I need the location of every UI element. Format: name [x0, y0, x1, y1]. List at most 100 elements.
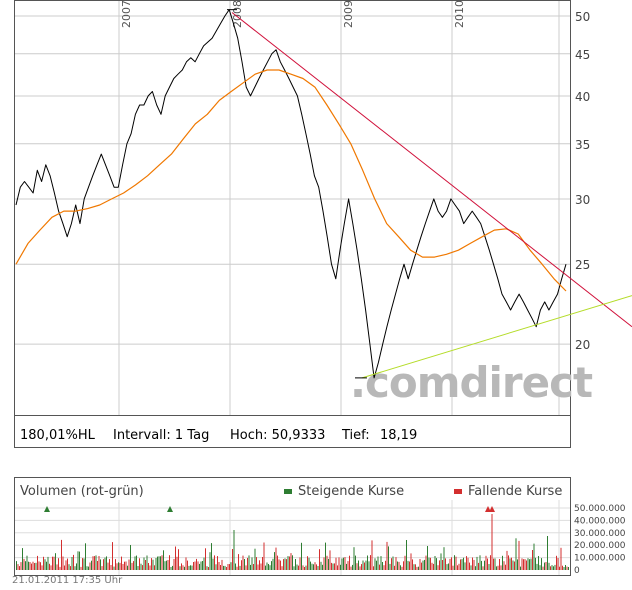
volume-bar: [505, 564, 506, 570]
volume-bar: [412, 559, 413, 570]
volume-bar: [566, 566, 568, 570]
volume-bar: [422, 560, 424, 570]
volume-bar: [395, 557, 397, 570]
volume-bar: [442, 560, 443, 570]
volume-bar: [365, 560, 367, 570]
volume-bar: [532, 550, 533, 570]
volume-bar: [271, 561, 272, 570]
volume-bar: [86, 566, 88, 570]
volume-bar: [479, 555, 481, 570]
volume-bar: [343, 557, 344, 570]
volume-bar: [200, 561, 202, 570]
volume-bar: [179, 566, 181, 570]
volume-bar: [352, 564, 353, 570]
volume-bar: [41, 565, 43, 570]
volume-bar: [559, 566, 560, 570]
volume-bar: [256, 557, 257, 570]
volume-bar: [308, 557, 310, 570]
volume-bar: [91, 560, 92, 570]
volume-bar: [232, 549, 233, 570]
volume-bar: [68, 564, 70, 570]
volume-bar: [94, 556, 95, 570]
volume-bar: [443, 547, 445, 570]
volume-bar: [50, 565, 52, 570]
volume-bar: [139, 558, 140, 570]
volume-bar: [154, 565, 155, 570]
volume-bar: [259, 560, 260, 570]
volume-bar: [19, 566, 20, 570]
volume-bar: [29, 562, 31, 570]
volume-bar: [491, 514, 493, 570]
volume-bar: [499, 559, 500, 570]
volume-bar: [190, 565, 191, 570]
volume-bar: [287, 556, 289, 570]
volume-bar: [127, 565, 128, 570]
volume-bar: [122, 564, 124, 570]
volume-bar: [98, 556, 100, 570]
volume-bar: [226, 567, 227, 570]
volume-y-tick: 20.000.000: [574, 541, 626, 551]
volume-bar: [46, 561, 47, 570]
volume-bar: [503, 561, 505, 570]
volume-bar: [40, 562, 41, 570]
volume-bar: [175, 546, 176, 570]
volume-bar: [451, 557, 452, 570]
volume-bar: [268, 564, 269, 570]
volume-bar: [38, 561, 40, 570]
volume-bar: [529, 559, 530, 570]
volume-bar: [317, 566, 319, 570]
volume-bar: [427, 546, 428, 570]
volume-bar: [281, 566, 283, 570]
volume-bar: [289, 556, 290, 570]
volume-bar: [124, 561, 125, 570]
volume-bar: [517, 559, 518, 570]
volume-bar: [89, 562, 91, 570]
volume-bar: [170, 567, 172, 570]
y-tick-label: 50: [575, 10, 590, 24]
y-tick-label: 45: [575, 48, 590, 62]
volume-bar: [47, 556, 49, 570]
volume-bar: [313, 564, 314, 570]
downtrend-line: [231, 12, 632, 328]
volume-bar: [31, 563, 32, 570]
volume-bar: [533, 543, 535, 570]
volume-bar: [145, 560, 146, 570]
volume-bar: [205, 548, 206, 570]
volume-bar: [32, 561, 34, 570]
volume-bar: [370, 555, 371, 570]
volume-bar: [25, 561, 26, 570]
volume-bar: [104, 557, 106, 570]
volume-bar: [470, 565, 472, 570]
volume-bar: [235, 563, 236, 570]
volume-bar: [553, 566, 554, 570]
volume-bar: [223, 565, 224, 570]
volume-bar: [167, 560, 169, 570]
volume-bar: [88, 566, 89, 570]
volume-bar: [385, 560, 386, 570]
volume-bar: [67, 558, 68, 570]
volume-bar: [458, 563, 460, 570]
volume-bar: [554, 564, 556, 570]
volume-bar: [535, 557, 536, 570]
volume-bar: [44, 559, 46, 570]
volume-bar: [520, 566, 521, 570]
volume-bar: [299, 557, 301, 570]
volume-overflow-arrow-icon: [167, 506, 173, 512]
volume-bar: [301, 542, 302, 570]
volume-bar: [374, 558, 376, 570]
volume-bar: [206, 566, 208, 570]
volume-bar: [193, 562, 194, 570]
volume-bar: [400, 565, 401, 570]
volume-bar: [172, 565, 173, 570]
volume-bar: [461, 559, 463, 570]
volume-bar: [64, 565, 65, 570]
volume-bar: [473, 559, 475, 570]
volume-bar: [275, 547, 277, 570]
volume-bar: [133, 561, 134, 570]
price-grid: [15, 1, 570, 415]
volume-bar: [188, 565, 190, 570]
volume-bar: [361, 564, 362, 570]
volume-bar: [173, 559, 175, 570]
volume-bar: [466, 556, 467, 570]
volume-bar: [149, 565, 151, 570]
